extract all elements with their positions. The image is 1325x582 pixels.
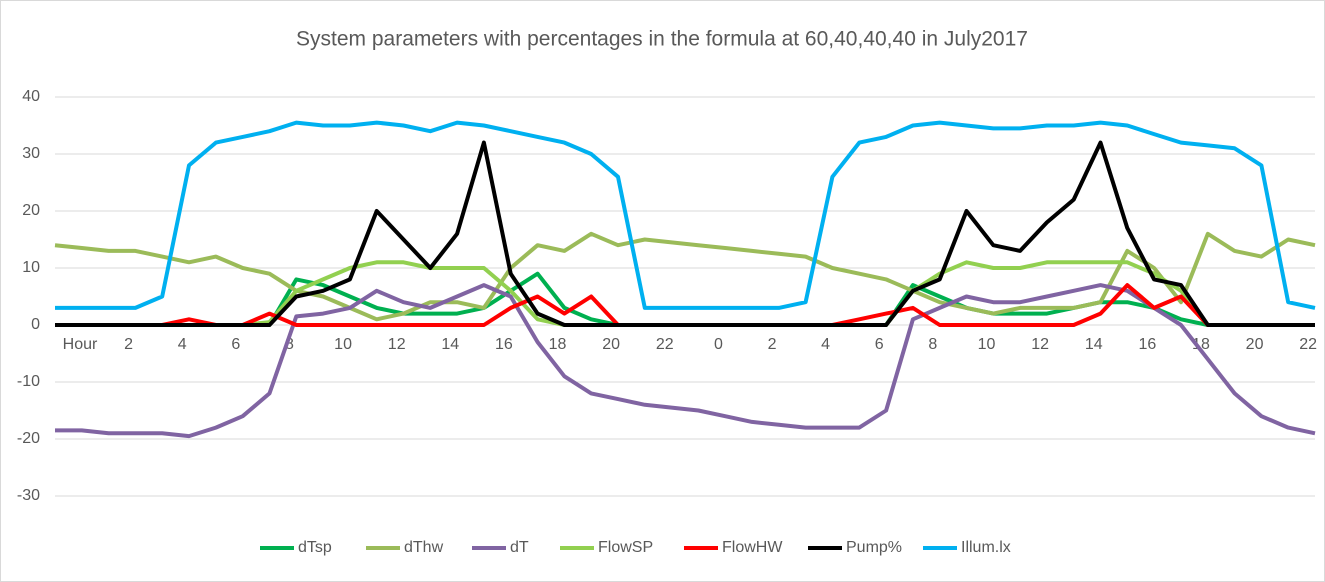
legend-label: dTsp (298, 539, 332, 556)
legend-label: dT (510, 539, 529, 556)
y-tick-label: 40 (22, 88, 40, 105)
x-tick-label: 4 (821, 336, 830, 353)
legend-label: Pump% (846, 539, 902, 556)
x-tick-label: 10 (334, 336, 352, 353)
x-tick-label: 20 (1246, 336, 1264, 353)
x-tick-label: 8 (285, 336, 294, 353)
x-tick-label: 18 (1192, 336, 1210, 353)
x-tick-label: 6 (231, 336, 240, 353)
x-tick-label: 6 (875, 336, 884, 353)
x-tick-label: 10 (978, 336, 996, 353)
legend-label: FlowHW (722, 539, 783, 556)
legend-label: dThw (404, 539, 444, 556)
x-tick-label: Hour (63, 336, 98, 353)
x-tick-label: 16 (495, 336, 513, 353)
x-tick-label: 2 (124, 336, 133, 353)
series-line (55, 120, 1316, 310)
x-tick-label: 14 (441, 336, 459, 353)
legend-label: Illum.lx (961, 539, 1011, 556)
y-tick-label: 0 (31, 316, 40, 333)
series-line (55, 283, 1316, 439)
y-tick-label: -10 (17, 373, 40, 390)
x-tick-label: 22 (1299, 336, 1317, 353)
x-tick-label: 8 (928, 336, 937, 353)
y-tick-label: 30 (22, 145, 40, 162)
series-line (54, 231, 1316, 322)
legend-label: FlowSP (598, 539, 653, 556)
x-tick-label: 14 (1085, 336, 1103, 353)
x-tick-label: 16 (1138, 336, 1156, 353)
y-tick-label: -30 (17, 487, 40, 504)
x-tick-label: 4 (178, 336, 187, 353)
x-tick-label: 0 (714, 336, 723, 353)
x-tick-label: 2 (768, 336, 777, 353)
y-tick-label: 20 (22, 202, 40, 219)
x-tick-label: 22 (656, 336, 674, 353)
y-tick-label: 10 (22, 259, 40, 276)
chart-title: System parameters with percentages in th… (296, 28, 1028, 51)
x-tick-label: 18 (549, 336, 567, 353)
x-tick-label: 20 (602, 336, 620, 353)
x-tick-label: 12 (388, 336, 406, 353)
x-tick-label: 12 (1031, 336, 1049, 353)
y-tick-label: -20 (17, 430, 40, 447)
series-line (55, 140, 1315, 327)
